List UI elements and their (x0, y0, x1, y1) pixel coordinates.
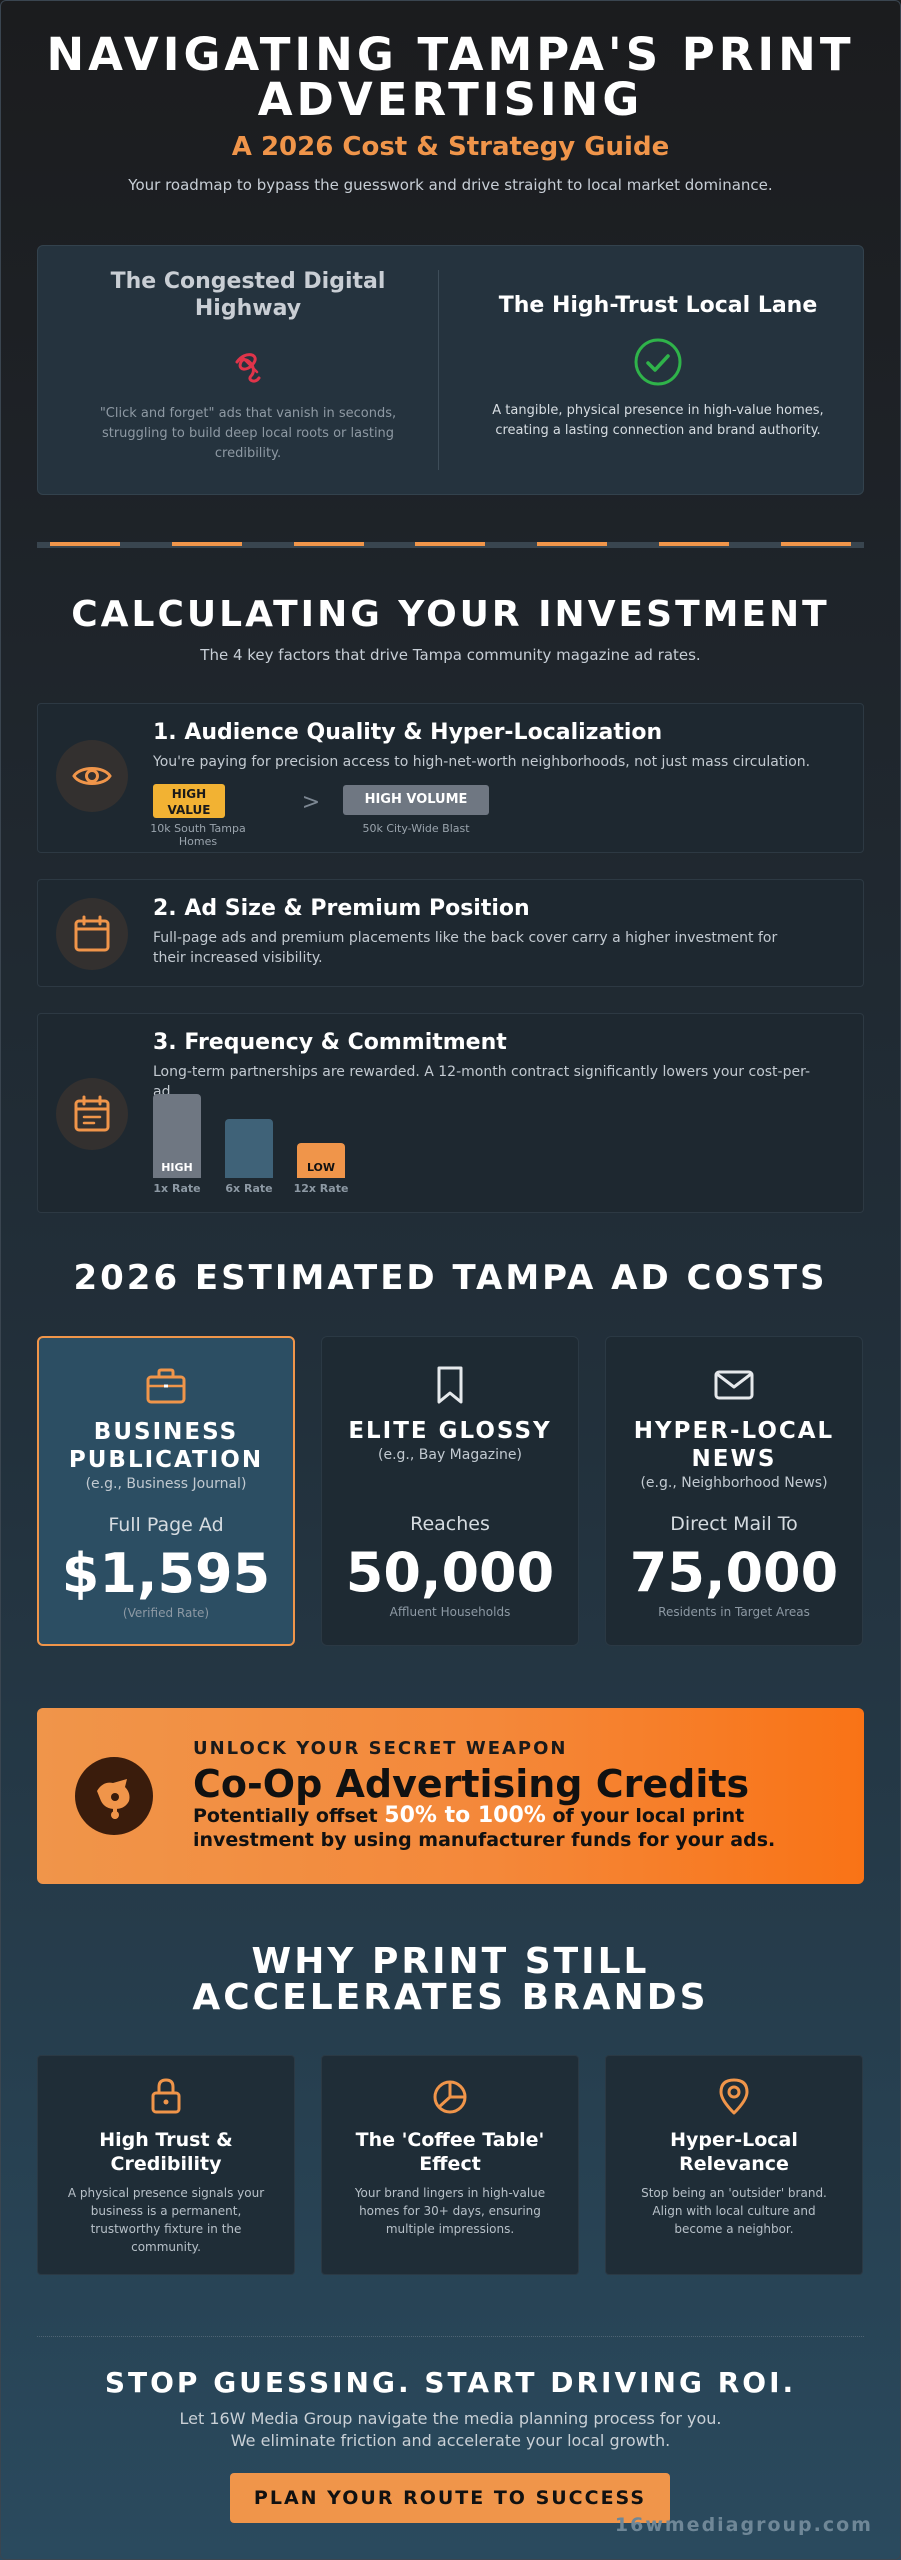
envelope-icon (712, 1363, 756, 1407)
check-circle-icon (633, 337, 683, 387)
factor-desc: Long-term partnerships are rewarded. A 1… (153, 1064, 811, 1100)
cost-card-label: Direct Mail To (670, 1513, 798, 1535)
cost-card-label: Full Page Ad (108, 1514, 224, 1536)
digital-highway-text: "Click and forget" ads that vanish in se… (99, 406, 397, 461)
eye-icon (56, 740, 128, 812)
why-card-text: Your brand lingers in high-value homes f… (354, 2186, 546, 2236)
factor-frequency: 3. Frequency & Commitment Long-term part… (37, 1013, 864, 1213)
rate-bar-x-label: 1x Rate (153, 1182, 201, 1195)
pie-chart-icon (430, 2076, 470, 2116)
costs-title: 2026 ESTIMATED TAMPA AD COSTS (73, 1258, 828, 1298)
why-card-coffee-table: The 'Coffee Table' Effect Your brand lin… (321, 2055, 579, 2275)
local-lane-title: The High-Trust Local Lane (498, 293, 818, 318)
hero-section: NAVIGATING TAMPA'S PRINT ADVERTISING A 2… (0, 32, 901, 194)
calendar-icon (56, 898, 128, 970)
lock-icon (146, 2076, 186, 2116)
cost-card-title: ELITE GLOSSY (348, 1418, 552, 1444)
rate-bar-label: HIGH (161, 1161, 193, 1174)
rate-bar (153, 1094, 201, 1178)
rate-bar-x-label: 6x Rate (225, 1182, 273, 1195)
cost-card-note: Residents in Target Areas (658, 1605, 810, 1619)
tangled-knot-icon (223, 340, 273, 390)
cost-card-title: HYPER-LOCAL NEWS (633, 1418, 835, 1472)
cost-card-glossy: ELITE GLOSSY (e.g., Bay Magazine) Reache… (321, 1336, 579, 1646)
why-card-text: A physical presence signals your busines… (67, 2186, 265, 2254)
cost-card-value: $1,595 (61, 1542, 271, 1605)
cost-card-value: 75,000 (629, 1541, 839, 1604)
road-divider (37, 542, 864, 548)
money-bag-icon (75, 1757, 153, 1835)
why-title: WHY PRINT STILL ACCELERATES BRANDS (192, 1941, 709, 2018)
rate-bar (225, 1119, 273, 1178)
comparison-panel: The Congested Digital Highway "Click and… (37, 245, 864, 495)
cost-card-hyperlocal: HYPER-LOCAL NEWS (e.g., Neighborhood New… (605, 1336, 863, 1646)
cost-card-business: BUSINESS PUBLICATION (e.g., Business Jou… (37, 1336, 295, 1646)
local-lane-text: A tangible, physical presence in high-va… (492, 403, 824, 438)
cost-card-label: Reaches (410, 1513, 490, 1535)
why-card-title: High Trust & Credibility (99, 2129, 233, 2175)
footer-url-link[interactable]: 16wmediagroup.com (614, 2514, 873, 2536)
digital-highway-column: The Congested Digital Highway "Click and… (68, 246, 428, 496)
map-pin-icon (714, 2076, 754, 2116)
bookmark-icon (428, 1363, 472, 1407)
page-title: NAVIGATING TAMPA'S PRINT ADVERTISING (46, 28, 855, 126)
coop-title: Co-Op Advertising Credits (193, 1762, 750, 1806)
coop-kicker: UNLOCK YOUR SECRET WEAPON (193, 1738, 568, 1759)
coop-highlight: 50% to 100% (384, 1803, 546, 1828)
factor-title: 1. Audience Quality & Hyper-Localization (153, 720, 663, 745)
cost-card-note: Affluent Households (389, 1605, 511, 1619)
cost-card-value: 50,000 (345, 1541, 555, 1604)
digital-highway-title: The Congested Digital Highway (110, 269, 386, 321)
why-card-text: Stop being an 'outsider' brand. Align wi… (641, 2186, 827, 2236)
factor-audience-quality: 1. Audience Quality & Hyper-Localization… (37, 703, 864, 853)
why-card-title: The 'Coffee Table' Effect (355, 2129, 545, 2175)
why-card-trust: High Trust & Credibility A physical pres… (37, 2055, 295, 2275)
factor-desc: Full-page ads and premium placements lik… (153, 930, 778, 966)
cost-card-example: (e.g., Neighborhood News) (640, 1475, 828, 1491)
cost-card-example: (e.g., Bay Magazine) (378, 1447, 522, 1463)
investment-subtitle: The 4 key factors that drive Tampa commu… (200, 646, 701, 664)
cta-title: STOP GUESSING. START DRIVING ROI. (104, 2366, 797, 2399)
calendar-icon (56, 1078, 128, 1150)
briefcase-icon (144, 1364, 188, 1408)
factor-title: 2. Ad Size & Premium Position (153, 896, 530, 921)
why-card-hyperlocal: Hyper-Local Relevance Stop being an 'out… (605, 2055, 863, 2275)
cost-card-example: (e.g., Business Journal) (85, 1476, 247, 1492)
rate-bar-label: LOW (306, 1161, 336, 1174)
cta-subtitle: Let 16W Media Group navigate the media p… (179, 2409, 722, 2450)
high-volume-note: 50k City-Wide Blast (362, 822, 470, 835)
factor-title: 3. Frequency & Commitment (153, 1030, 507, 1055)
rate-bar-x-label: 12x Rate (293, 1182, 349, 1195)
high-value-chip: HIGH VALUE (153, 784, 225, 818)
local-lane-column: The High-Trust Local Lane A tangible, ph… (468, 246, 848, 496)
rate-bar (297, 1143, 345, 1178)
cost-card-note: (Verified Rate) (122, 1606, 210, 1620)
plan-route-button[interactable]: PLAN YOUR ROUTE TO SUCCESS (230, 2473, 670, 2523)
coop-body: Potentially offset 50% to 100% of your l… (193, 1803, 776, 1852)
page-subtitle: A 2026 Cost & Strategy Guide (231, 132, 670, 162)
high-value-note: 10k South Tampa Homes (150, 822, 246, 848)
factor-ad-size: 2. Ad Size & Premium Position Full-page … (37, 879, 864, 987)
high-volume-chip: HIGH VOLUME (343, 785, 489, 815)
greater-than-sign: > (301, 790, 321, 815)
cost-card-title: BUSINESS PUBLICATION (68, 1419, 264, 1473)
comparison-divider (438, 270, 439, 470)
factor-desc: You're paying for precision access to hi… (153, 754, 811, 770)
cta-divider (37, 2336, 864, 2337)
why-card-title: Hyper-Local Relevance (670, 2129, 798, 2175)
coop-banner: UNLOCK YOUR SECRET WEAPON Co-Op Advertis… (37, 1708, 864, 1884)
page-tagline: Your roadmap to bypass the guesswork and… (128, 176, 773, 194)
investment-title: CALCULATING YOUR INVESTMENT (71, 594, 830, 635)
